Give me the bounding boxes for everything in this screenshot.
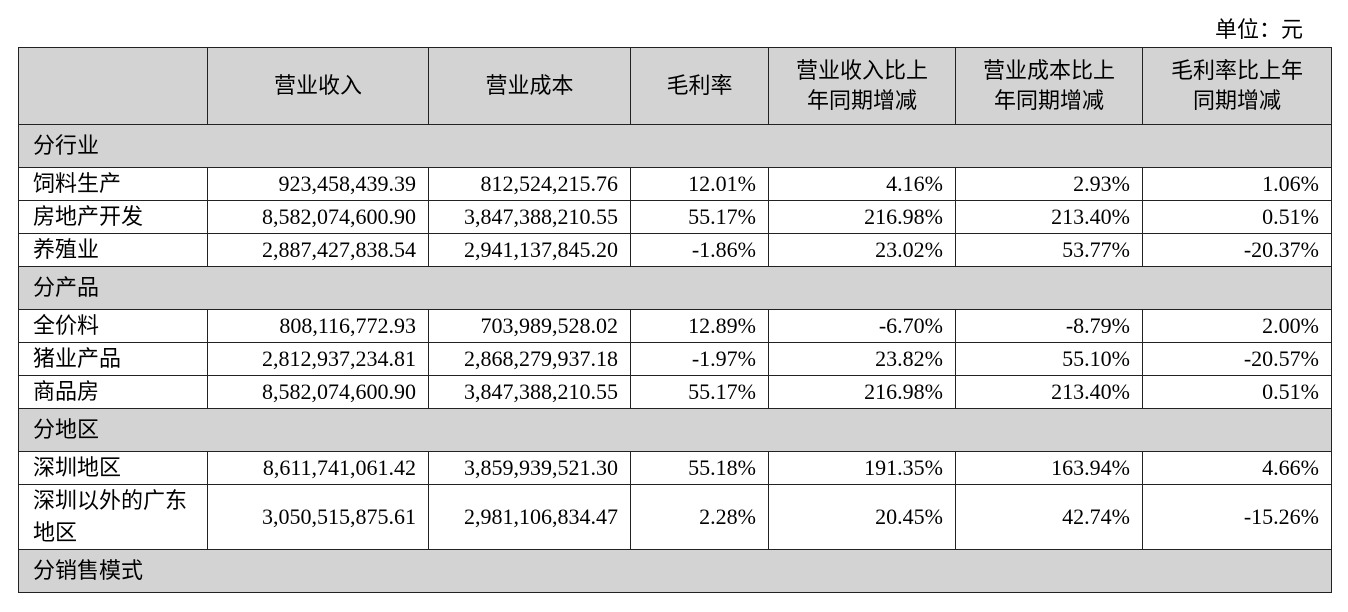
cell-value: -8.79% — [955, 309, 1143, 343]
cell-value: 3,847,388,210.55 — [428, 375, 631, 409]
cell-value: 216.98% — [768, 200, 956, 234]
revenue-table: 营业收入 营业成本 毛利率 营业收入比上 年同期增减 营业成本比上 年同期增减 毛利率比上年同… — [18, 47, 1332, 593]
table-row: 商品房 8,582,074,600.90 3,847,388,210.55 55.17… — [18, 375, 1332, 409]
cell-value: -15.26% — [1142, 484, 1332, 550]
cell-value: 55.17% — [630, 200, 769, 234]
cell-value: 8,582,074,600.90 — [207, 375, 429, 409]
cell-value: 23.02% — [768, 233, 956, 267]
cell-value: -1.97% — [630, 342, 769, 376]
cell-value: -1.86% — [630, 233, 769, 267]
cell-value: 3,847,388,210.55 — [428, 200, 631, 234]
cell-value: 703,989,528.02 — [428, 309, 631, 343]
table-row: 猪业产品 2,812,937,234.81 2,868,279,937.18 -1.9… — [18, 342, 1332, 376]
section-header: 分销售模式 — [18, 549, 1332, 593]
cell-value: 2,868,279,937.18 — [428, 342, 631, 376]
row-label: 深圳以外的广东地区 — [18, 484, 208, 550]
section-header: 分行业 — [18, 124, 1332, 168]
section-title: 分行业 — [18, 124, 1332, 168]
cell-value: 23.82% — [768, 342, 956, 376]
row-label: 猪业产品 — [18, 342, 208, 376]
column-header — [18, 47, 208, 125]
cell-value: 3,859,939,521.30 — [428, 451, 631, 485]
section-title: 分地区 — [18, 408, 1332, 452]
cell-value: 216.98% — [768, 375, 956, 409]
cell-value: 2,812,937,234.81 — [207, 342, 429, 376]
table-row: 房地产开发 8,582,074,600.90 3,847,388,210.55 55.… — [18, 200, 1332, 234]
table-row: 深圳以外的广东地区 3,050,515,875.61 2,981,106,834.4… — [18, 484, 1332, 550]
cell-value: 163.94% — [955, 451, 1143, 485]
cell-value: 2,981,106,834.47 — [428, 484, 631, 550]
row-label: 全价料 — [18, 309, 208, 343]
cell-value: 3,050,515,875.61 — [207, 484, 429, 550]
column-header: 毛利率比上年 同期增减 — [1142, 47, 1332, 125]
cell-value: 923,458,439.39 — [207, 167, 429, 201]
table-row: 深圳地区 8,611,741,061.42 3,859,939,521.30 55.1… — [18, 451, 1332, 485]
cell-value: 12.89% — [630, 309, 769, 343]
cell-value: 2.00% — [1142, 309, 1332, 343]
cell-value: 4.66% — [1142, 451, 1332, 485]
section-title: 分销售模式 — [18, 549, 1332, 593]
cell-value: 12.01% — [630, 167, 769, 201]
table-row: 养殖业 2,887,427,838.54 2,941,137,845.20 -1.86… — [18, 233, 1332, 267]
cell-value: 0.51% — [1142, 375, 1332, 409]
unit-label: 单位：元 — [1214, 17, 1303, 42]
column-header: 营业收入 — [207, 47, 429, 125]
cell-value: -20.37% — [1142, 233, 1332, 267]
row-label: 饲料生产 — [18, 167, 208, 201]
cell-value: 0.51% — [1142, 200, 1332, 234]
cell-value: 2.93% — [955, 167, 1143, 201]
cell-value: 53.77% — [955, 233, 1143, 267]
row-label: 养殖业 — [18, 233, 208, 267]
cell-value: -6.70% — [768, 309, 956, 343]
cell-value: 191.35% — [768, 451, 956, 485]
header-row: 营业收入 营业成本 毛利率 营业收入比上 年同期增减 营业成本比上 年同期增减 毛利率比上年同… — [18, 47, 1332, 125]
cell-value: 213.40% — [955, 200, 1143, 234]
cell-value: -20.57% — [1142, 342, 1332, 376]
cell-value: 213.40% — [955, 375, 1143, 409]
column-header: 营业成本 — [428, 47, 631, 125]
cell-value: 1.06% — [1142, 167, 1332, 201]
column-header: 毛利率 — [630, 47, 769, 125]
cell-value: 8,582,074,600.90 — [207, 200, 429, 234]
cell-value: 55.10% — [955, 342, 1143, 376]
cell-value: 2.28% — [630, 484, 769, 550]
column-header: 营业成本比上 年同期增减 — [955, 47, 1143, 125]
cell-value: 808,116,772.93 — [207, 309, 429, 343]
cell-value: 4.16% — [768, 167, 956, 201]
cell-value: 2,887,427,838.54 — [207, 233, 429, 267]
section-title: 分产品 — [18, 266, 1332, 310]
cell-value: 55.17% — [630, 375, 769, 409]
cell-value: 2,941,137,845.20 — [428, 233, 631, 267]
cell-value: 20.45% — [768, 484, 956, 550]
table-row: 饲料生产 923,458,439.39 812,524,215.76 12.01% 4.… — [18, 167, 1332, 201]
section-header: 分产品 — [18, 266, 1332, 310]
cell-value: 42.74% — [955, 484, 1143, 550]
row-label: 商品房 — [18, 375, 208, 409]
column-header: 营业收入比上 年同期增减 — [768, 47, 956, 125]
row-label: 深圳地区 — [18, 451, 208, 485]
table-row: 全价料 808,116,772.93 703,989,528.02 12.89% -6.… — [18, 309, 1332, 343]
cell-value: 812,524,215.76 — [428, 167, 631, 201]
cell-value: 55.18% — [630, 451, 769, 485]
row-label: 房地产开发 — [18, 200, 208, 234]
section-header: 分地区 — [18, 408, 1332, 452]
cell-value: 8,611,741,061.42 — [207, 451, 429, 485]
